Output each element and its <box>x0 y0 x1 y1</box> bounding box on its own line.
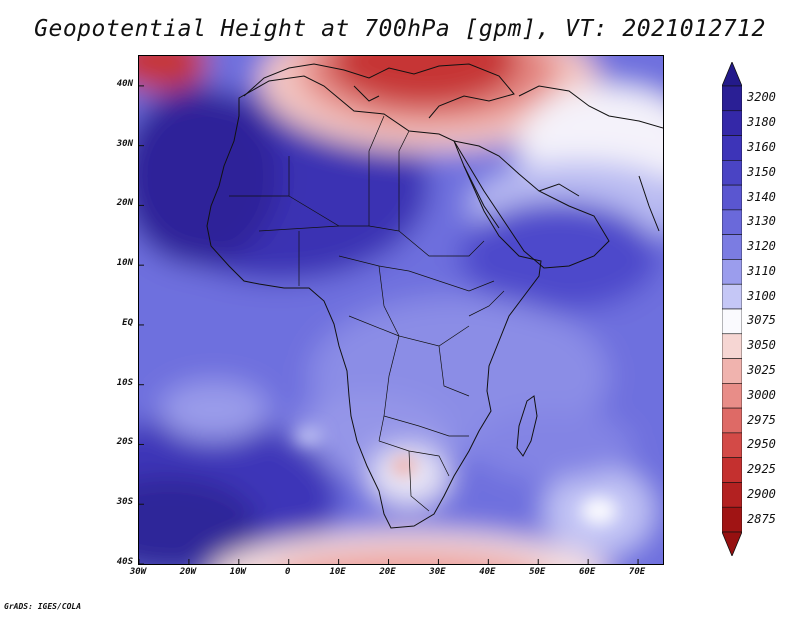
coastlines <box>206 63 663 529</box>
colorbar-swatch <box>722 184 742 211</box>
colorbar-swatch <box>722 358 742 384</box>
colorbar-swatch <box>722 259 742 285</box>
lat-tick-label: 30S <box>116 497 133 508</box>
axis-tick-marks <box>139 85 639 564</box>
colorbar-level-label: 3100 <box>747 288 776 303</box>
colorbar-level-label: 2900 <box>747 486 776 501</box>
colorbar-top-cap <box>722 62 742 87</box>
colorbar-level-label: 2875 <box>747 511 776 526</box>
chart-title: Geopotential Height at 700hPa [gpm], VT:… <box>34 16 766 42</box>
colorbar-level-label: 2975 <box>747 412 776 427</box>
colorbar <box>722 62 742 556</box>
colorbar-swatch <box>722 283 742 310</box>
colorbar-swatch <box>722 135 742 161</box>
lat-tick-label: 20N <box>116 198 133 209</box>
map-field-svg <box>139 56 663 564</box>
geopotential-field <box>139 56 663 564</box>
colorbar-swatch <box>722 110 742 136</box>
lon-tick-label: 50E <box>529 567 546 577</box>
lat-tick-label: 10S <box>116 377 133 388</box>
colorbar-level-label: 3050 <box>747 338 776 353</box>
colorbar-level-label: 3130 <box>747 214 776 229</box>
colorbar-swatch <box>722 457 742 483</box>
colorbar-swatch <box>722 482 742 508</box>
lat-tick-label: 30N <box>116 138 133 149</box>
colorbar-bottom-cap <box>722 531 742 556</box>
lat-tick-label: 10N <box>116 258 133 269</box>
lon-tick-label: 60E <box>579 567 596 577</box>
colorbar-swatch <box>722 234 742 260</box>
colorbar-swatch <box>722 383 742 409</box>
country-borders <box>229 115 505 512</box>
colorbar-level-label: 3075 <box>747 313 776 328</box>
colorbar-swatch <box>722 85 742 112</box>
lon-tick-label: 0 <box>284 567 291 577</box>
colorbar-swatch <box>722 308 742 335</box>
colorbar-level-label: 2925 <box>747 462 776 477</box>
lat-tick-label: 40S <box>116 557 133 567</box>
colorbar-level-label: 3150 <box>747 164 776 179</box>
colorbar-level-label: 3160 <box>747 139 776 154</box>
lat-tick-label: 20S <box>116 437 133 448</box>
lon-tick-label: 20W <box>179 567 197 577</box>
colorbar-level-label: 3120 <box>747 239 776 254</box>
colorbar-level-label: 3180 <box>747 115 776 130</box>
lon-tick-label: 70E <box>628 567 646 577</box>
lat-tick-label: EQ <box>122 317 133 328</box>
colorbar-swatch <box>722 209 742 235</box>
colorbar-level-label: 3110 <box>747 263 776 278</box>
colorbar-swatch <box>722 333 742 359</box>
lon-tick-label: 40E <box>479 567 496 577</box>
colorbar-level-label: 3025 <box>747 362 776 377</box>
lon-tick-label: 30E <box>429 567 446 577</box>
lon-tick-label: 10W <box>229 567 246 577</box>
colorbar-swatch <box>722 160 742 186</box>
colorbar-swatch <box>722 506 742 533</box>
colorbar-level-label: 3000 <box>747 387 776 402</box>
lat-tick-label: 40N <box>116 78 133 89</box>
colorbar-swatch <box>722 432 742 458</box>
grads-credit: GrADS: IGES/COLA <box>4 602 82 611</box>
colorbar-swatch <box>722 407 742 434</box>
map-panel <box>138 55 664 565</box>
lon-tick-label: 30W <box>129 567 147 577</box>
colorbar-level-label: 2950 <box>747 437 776 452</box>
colorbar-level-label: 3140 <box>747 189 776 204</box>
lon-tick-label: 20E <box>379 567 396 577</box>
lon-tick-label: 10E <box>329 567 346 577</box>
colorbar-level-label: 3200 <box>747 90 776 105</box>
